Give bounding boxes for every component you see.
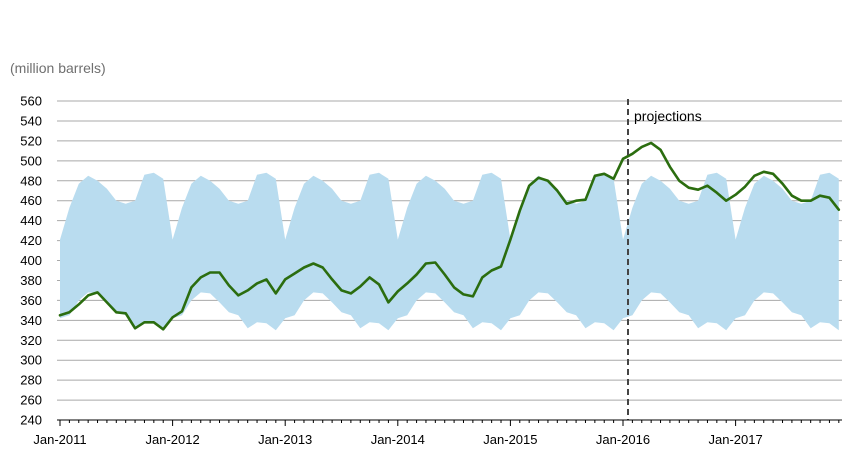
range-band-area xyxy=(60,172,839,331)
y-tick-label: 480 xyxy=(20,173,42,188)
y-tick-label: 380 xyxy=(20,273,42,288)
y-tick-label: 340 xyxy=(20,313,42,328)
y-tick-label: 360 xyxy=(20,293,42,308)
inventory-line xyxy=(58,141,841,331)
y-axis-unit-label: (million barrels) xyxy=(10,60,106,76)
y-tick-label: 460 xyxy=(20,193,42,208)
x-tick-label: Jan-2012 xyxy=(145,432,199,447)
y-tick-label: 260 xyxy=(20,393,42,408)
y-tick-label: 540 xyxy=(20,113,42,128)
y-tick-label: 560 xyxy=(20,94,42,109)
projections-annotation: projections xyxy=(634,108,702,124)
y-tick-label: 240 xyxy=(20,413,42,428)
x-tick-label: Jan-2011 xyxy=(33,432,86,447)
inventory-series xyxy=(58,141,841,331)
x-tick-label: Jan-2015 xyxy=(483,432,537,447)
y-tick-label: 320 xyxy=(20,333,42,348)
x-tick-label: Jan-2013 xyxy=(258,432,312,447)
y-tick-label: 520 xyxy=(20,133,42,148)
y-tick-label: 280 xyxy=(20,373,42,388)
axes: 240 260 280 300 320 340 360 380 400 420 440 460 480 5… xyxy=(20,94,842,447)
historical-range-band xyxy=(60,172,839,331)
y-tick-label: 500 xyxy=(20,153,42,168)
y-tick-label: 440 xyxy=(20,213,42,228)
x-tick-label: Jan-2017 xyxy=(708,432,762,447)
y-tick-label: 420 xyxy=(20,233,42,248)
y-tick-label: 400 xyxy=(20,253,42,268)
x-tick-label: Jan-2016 xyxy=(596,432,650,447)
x-tick-label: Jan-2014 xyxy=(371,432,425,447)
projection-divider: projections xyxy=(627,99,702,420)
y-tick-label: 300 xyxy=(20,353,42,368)
